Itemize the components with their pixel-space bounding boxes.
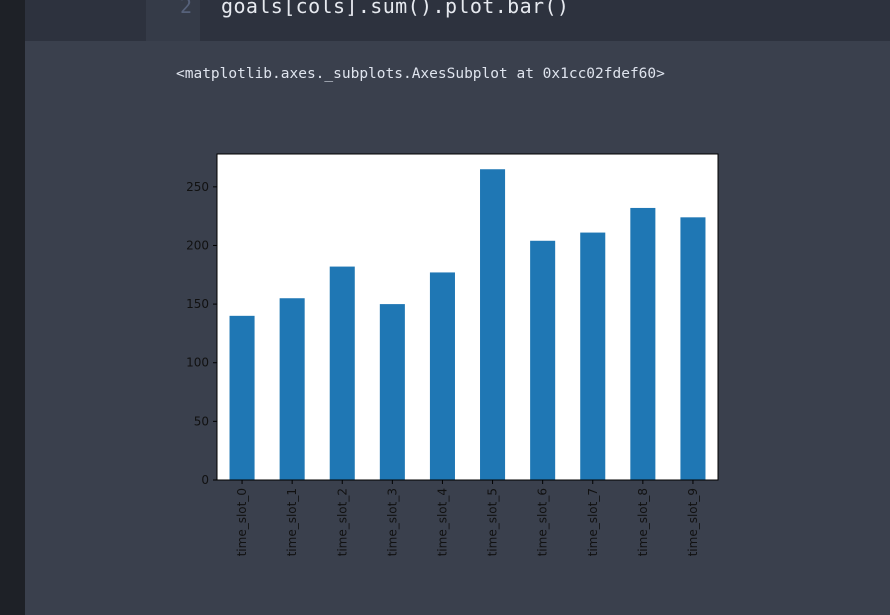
code-line[interactable]: goals[cols].sum().plot.bar() bbox=[221, 0, 570, 18]
line-number: 2 bbox=[180, 0, 193, 18]
x-tick-label: time_slot_6 bbox=[536, 488, 550, 556]
y-tick-label: 100 bbox=[186, 356, 209, 370]
bars-group bbox=[229, 169, 706, 481]
x-tick-label: time_slot_9 bbox=[686, 488, 700, 556]
x-tick-label: time_slot_0 bbox=[235, 488, 249, 556]
bar-time_slot_8 bbox=[630, 207, 656, 480]
bar-time_slot_3 bbox=[379, 304, 405, 480]
x-tick-label: time_slot_3 bbox=[385, 488, 399, 556]
y-tick-label: 200 bbox=[186, 238, 209, 252]
x-tick-label: time_slot_5 bbox=[486, 488, 500, 556]
bar-time_slot_7 bbox=[580, 232, 606, 480]
bar-time_slot_5 bbox=[480, 169, 506, 480]
bar-time_slot_2 bbox=[329, 266, 355, 480]
x-tick-label: time_slot_7 bbox=[586, 488, 600, 556]
line-number-gutter bbox=[146, 0, 200, 41]
bar-time_slot_0 bbox=[229, 315, 255, 480]
bar-time_slot_1 bbox=[279, 298, 305, 480]
x-axis: time_slot_0 time_slot_1 time_slot_2 time_sl… bbox=[235, 480, 700, 556]
y-tick-label: 150 bbox=[186, 297, 209, 311]
x-tick-label: time_slot_1 bbox=[285, 488, 299, 556]
plot-frame bbox=[216, 153, 719, 481]
left-gutter bbox=[0, 0, 25, 615]
y-tick-label: 50 bbox=[194, 414, 209, 428]
code-cell[interactable]: 2 goals[cols].sum().plot.bar() bbox=[25, 0, 890, 41]
output-repr-text: <matplotlib.axes._subplots.AxesSubplot a… bbox=[176, 66, 665, 82]
bar-time_slot_4 bbox=[429, 272, 455, 480]
y-axis: 0 50 100 150 200 250 bbox=[186, 180, 217, 487]
y-tick-label: 250 bbox=[186, 180, 209, 194]
x-tick-label: time_slot_8 bbox=[636, 488, 650, 556]
x-tick-label: time_slot_4 bbox=[435, 488, 449, 556]
bar-time_slot_9 bbox=[680, 217, 706, 481]
x-tick-label: time_slot_2 bbox=[335, 488, 349, 556]
bar-time_slot_6 bbox=[530, 240, 556, 480]
y-tick-label: 0 bbox=[201, 473, 209, 487]
